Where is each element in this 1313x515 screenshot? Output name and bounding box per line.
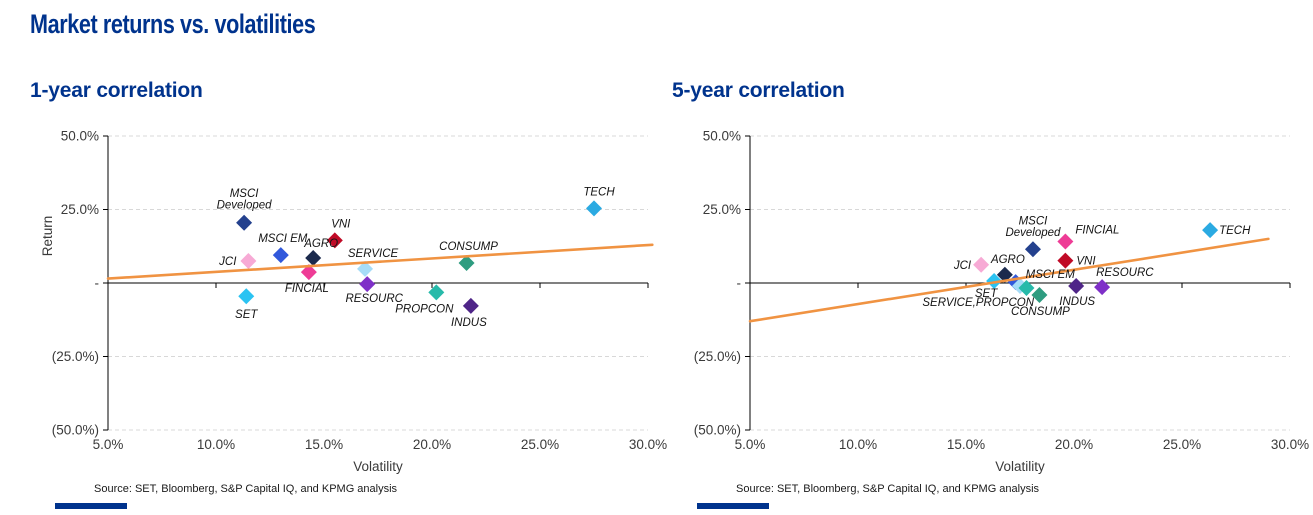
x-tick-label: 5.0% xyxy=(735,437,766,452)
y-tick-label: 50.0% xyxy=(61,129,99,144)
point-label-agro: AGRO xyxy=(303,238,338,250)
x-axis-title: Volatility xyxy=(353,459,403,474)
x-tick-label: 20.0% xyxy=(413,437,451,452)
scatter-chart-1-year: 50.0% 25.0% - (25.0%) (50.0%)5.0% 10.0% 15.0% 2… xyxy=(40,129,667,475)
point-label-service: SERVICE xyxy=(348,248,399,260)
point-label-msci-em: MSCI EM xyxy=(1026,270,1076,282)
point-label-agro: AGRO xyxy=(990,254,1025,266)
point-label-msci-developed: MSCI Developed xyxy=(217,189,273,213)
x-tick-label: 25.0% xyxy=(521,437,559,452)
point-vni xyxy=(326,232,343,249)
point-label-tech: TECH xyxy=(583,187,615,199)
y-axis-title: Return xyxy=(40,216,55,257)
point-label-indus: INDUS xyxy=(451,317,487,329)
point-label-vni: VNI xyxy=(331,219,351,231)
chart-title-5-year: 5-year correlation xyxy=(672,79,845,103)
x-tick-label: 20.0% xyxy=(1055,437,1093,452)
charts-row: 1-year correlation 50.0% 25.0% - (25.0%) (50… xyxy=(30,78,1313,510)
point-fincial xyxy=(1057,233,1074,250)
point-label-msci-em: MSCI EM xyxy=(258,233,308,245)
point-label-tech: TECH xyxy=(1219,225,1251,237)
footer-accent-bar xyxy=(55,503,127,510)
point-label-jci: JCI xyxy=(218,256,237,268)
point-label-fincial: FINCIAL xyxy=(285,284,329,296)
chart-panel-1-year: 1-year correlation 50.0% 25.0% - (25.0%) (50… xyxy=(30,78,667,510)
point-label-fincial: FINCIAL xyxy=(1075,225,1119,237)
x-tick-label: 30.0% xyxy=(629,437,667,452)
y-tick-label: (50.0%) xyxy=(52,423,99,438)
point-consump xyxy=(1031,287,1048,304)
chart-panel-5-year: 5-year correlation 50.0% 25.0% - (25.0%) (50… xyxy=(672,78,1309,510)
point-vni xyxy=(1057,253,1074,270)
point-jci xyxy=(973,257,990,274)
y-tick-label: (25.0%) xyxy=(694,349,741,364)
point-msci-em xyxy=(272,247,289,264)
point-label-set: SET xyxy=(235,310,258,322)
source-note: Source: SET, Bloomberg, S&P Capital IQ, … xyxy=(94,483,398,496)
footer-accent-bar xyxy=(697,503,769,510)
point-msci-developed xyxy=(236,215,253,232)
point-agro xyxy=(305,250,322,267)
point-label-indus: INDUS xyxy=(1059,296,1095,308)
scatter-chart-5-year: 50.0% 25.0% - (25.0%) (50.0%)5.0% 10.0% 15.0% 2… xyxy=(694,129,1309,475)
y-tick-label: 25.0% xyxy=(703,202,741,217)
point-agro xyxy=(996,267,1013,284)
x-tick-label: 15.0% xyxy=(947,437,985,452)
x-tick-label: 10.0% xyxy=(197,437,235,452)
point-label-propcon: PROPCON xyxy=(395,304,454,316)
point-jci xyxy=(240,253,257,270)
point-resourc xyxy=(359,276,376,293)
point-fincial xyxy=(300,264,317,281)
point-label-resourc: RESOURC xyxy=(1096,268,1154,280)
x-tick-label: 10.0% xyxy=(839,437,877,452)
point-service xyxy=(357,261,374,278)
point-label-jci: JCI xyxy=(953,260,972,272)
y-tick-label: 50.0% xyxy=(703,129,741,144)
trend-line xyxy=(106,243,654,281)
x-tick-label: 25.0% xyxy=(1163,437,1201,452)
point-label-resourc: RESOURC xyxy=(345,294,403,306)
point-label-consump: CONSUMP xyxy=(439,241,498,253)
y-tick-label: (25.0%) xyxy=(52,349,99,364)
point-propcon xyxy=(1018,280,1035,297)
x-tick-label: 5.0% xyxy=(93,437,124,452)
x-tick-label: 15.0% xyxy=(305,437,343,452)
page-title: Market returns vs. volatilities xyxy=(30,9,316,39)
point-label-set: SET xyxy=(975,288,998,300)
point-label-service: SERVICE,PROPCON xyxy=(922,297,1034,309)
point-indus xyxy=(462,298,479,315)
point-tech xyxy=(586,200,602,217)
point-consump xyxy=(458,255,475,272)
y-tick-label: - xyxy=(95,276,100,291)
point-propcon xyxy=(428,284,445,301)
point-indus xyxy=(1068,278,1085,295)
y-tick-label: (50.0%) xyxy=(694,423,741,438)
y-tick-label: 25.0% xyxy=(61,202,99,217)
source-note: Source: SET, Bloomberg, S&P Capital IQ, … xyxy=(736,483,1040,496)
point-label-vni: VNI xyxy=(1076,256,1096,268)
point-msci-developed xyxy=(1024,241,1041,258)
point-label-consump: CONSUMP xyxy=(1011,306,1070,318)
chart-title-1-year: 1-year correlation xyxy=(30,79,203,103)
y-tick-label: - xyxy=(737,276,742,291)
x-axis-title: Volatility xyxy=(995,459,1045,474)
point-tech xyxy=(1202,222,1219,239)
point-resourc xyxy=(1094,279,1111,296)
point-set xyxy=(986,273,1003,290)
trend-line xyxy=(748,237,1270,323)
x-tick-label: 30.0% xyxy=(1271,437,1309,452)
point-label-msci-developed: MSCI Developed xyxy=(1005,216,1061,240)
point-set xyxy=(238,288,255,305)
